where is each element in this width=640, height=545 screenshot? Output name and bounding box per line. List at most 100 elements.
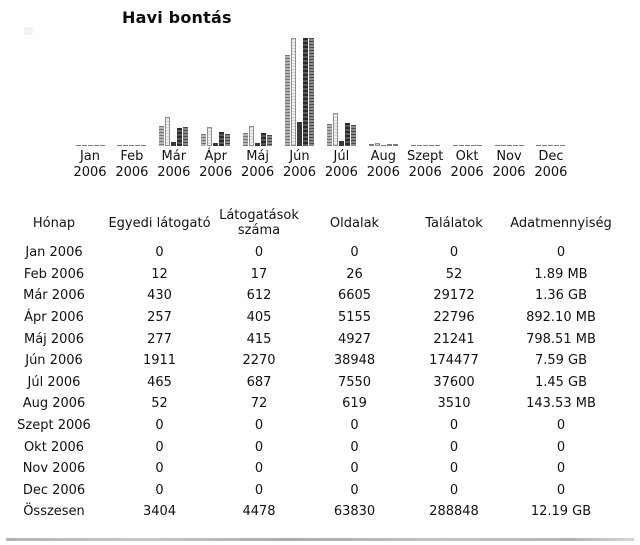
bar-pages — [338, 141, 344, 146]
bar-uv — [410, 145, 416, 146]
bar-pages — [422, 145, 428, 146]
value-cell: 52 — [151, 396, 168, 412]
bar-visits — [249, 126, 255, 146]
bar-bw — [350, 125, 356, 146]
bar-pages — [129, 145, 135, 146]
bar-bw — [183, 127, 189, 146]
bar-bw — [99, 145, 105, 146]
bar-pages — [297, 122, 302, 146]
value-cell: 892.10 MB — [526, 310, 596, 326]
bar-group-máj-2006 — [243, 126, 273, 146]
table-row: Okt 2006 0 0 0 0 0 — [0, 436, 616, 458]
value-cell: 0 — [449, 482, 459, 498]
value-cell: 4478 — [242, 504, 276, 520]
value-cell: 0 — [350, 439, 359, 455]
month-cell: Szept 2006 — [17, 418, 91, 434]
bar-pages — [506, 145, 512, 146]
bar-visits — [374, 143, 380, 146]
value-cell: 0 — [254, 245, 264, 261]
value-cell: 0 — [155, 482, 164, 498]
table-row: Dec 2006 0 0 0 0 0 — [0, 480, 616, 502]
bar-uv — [75, 145, 81, 146]
bar-uv — [494, 145, 500, 146]
bar-hits — [261, 133, 267, 146]
bar-pages — [87, 145, 93, 146]
bar-pages — [464, 145, 470, 146]
bar-bw — [267, 135, 273, 146]
bar-hits — [344, 123, 350, 146]
value-cell: 0 — [556, 461, 566, 477]
value-cell: 12 — [151, 266, 168, 282]
col-header-bandwidth: Adatmennyiség — [510, 215, 612, 231]
value-cell: 0 — [155, 439, 164, 455]
value-cell: 22796 — [433, 310, 475, 326]
value-cell: 687 — [246, 374, 272, 390]
month-cell: Aug 2006 — [22, 396, 86, 412]
value-cell: 0 — [350, 245, 359, 261]
x-axis-label: Már 2006 — [157, 149, 191, 180]
value-cell: 37600 — [433, 374, 475, 390]
bar-bw — [309, 38, 314, 146]
bar-bw — [392, 144, 398, 146]
scan-artifact-line — [6, 538, 634, 541]
bar-visits — [500, 145, 506, 146]
bar-pages — [213, 143, 219, 146]
bar-uv — [536, 145, 542, 146]
value-cell: 415 — [246, 331, 272, 347]
x-axis-label: Ápr 2006 — [199, 149, 233, 180]
table-row: Júl 2006 465 687 7550 37600 1.45 GB — [0, 372, 616, 394]
bar-pages — [548, 145, 554, 146]
value-cell: 0 — [254, 482, 264, 498]
bar-visits — [123, 145, 129, 146]
bar-visits — [81, 145, 87, 146]
scan-artifact-blob — [24, 27, 33, 35]
value-cell: 1911 — [142, 353, 177, 369]
bar-group-már-2006 — [159, 117, 189, 146]
value-cell: 143.53 MB — [526, 396, 596, 412]
month-cell: Nov 2006 — [22, 461, 86, 477]
value-cell: 29172 — [433, 288, 475, 304]
bar-visits — [416, 145, 422, 146]
value-cell: 3404 — [142, 504, 177, 520]
value-cell: 1.45 GB — [534, 374, 588, 390]
x-axis-label: Feb 2006 — [115, 149, 149, 180]
bar-bw — [225, 134, 231, 146]
bar-visits — [165, 117, 171, 146]
value-cell: 430 — [147, 288, 172, 304]
value-cell: 0 — [350, 418, 359, 434]
value-cell: 26 — [346, 266, 363, 282]
value-cell: 465 — [147, 374, 172, 390]
value-cell: 257 — [147, 310, 172, 326]
value-cell: 6605 — [337, 288, 372, 304]
value-cell: 0 — [449, 439, 459, 455]
bar-pages — [171, 142, 177, 146]
month-cell: Máj 2006 — [23, 331, 84, 347]
bar-hits — [386, 144, 392, 146]
value-cell: 12.19 GB — [530, 504, 592, 520]
x-axis-label: Dec 2006 — [534, 149, 568, 180]
bar-hits — [554, 145, 560, 146]
month-cell: Jún 2006 — [25, 353, 83, 369]
bar-group-szept-2006 — [410, 145, 440, 146]
monthly-stats-table: Hónap Egyedi látogató Látogatások száma … — [0, 204, 616, 523]
x-axis-label: Szept 2006 — [406, 149, 444, 180]
table-row: Nov 2006 0 0 0 0 0 — [0, 458, 616, 480]
value-cell: 0 — [556, 439, 566, 455]
bar-uv — [452, 145, 458, 146]
value-cell: 405 — [246, 310, 272, 326]
bar-group-júl-2006 — [326, 113, 356, 146]
value-cell: 21241 — [433, 331, 475, 347]
value-cell: 7550 — [337, 374, 372, 390]
value-cell: 5155 — [337, 310, 372, 326]
value-cell: 277 — [147, 331, 172, 347]
value-cell: 0 — [155, 245, 164, 261]
value-cell: 72 — [250, 396, 268, 412]
x-axis-label: Nov 2006 — [492, 149, 526, 180]
value-cell: 0 — [350, 482, 359, 498]
month-cell: Már 2006 — [23, 288, 85, 304]
x-axis-label: Jún 2006 — [282, 149, 317, 180]
value-cell: 0 — [556, 245, 566, 261]
value-cell: 0 — [449, 418, 459, 434]
col-header-visits: Látogatások száma — [219, 208, 299, 238]
bar-uv — [285, 55, 290, 146]
